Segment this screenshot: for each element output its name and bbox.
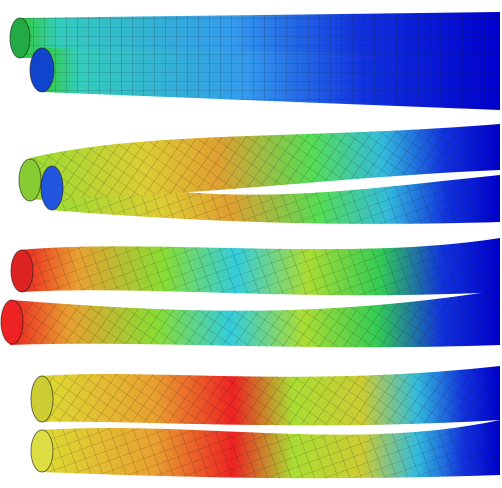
tube-pair-twist-2	[0, 238, 500, 348]
tube-end	[9, 17, 31, 59]
mesh	[40, 366, 500, 426]
tube-end	[30, 375, 54, 423]
tube-end	[30, 429, 54, 473]
mesh	[42, 48, 500, 110]
tube-end	[40, 165, 64, 211]
tube-end	[0, 299, 24, 345]
mesh	[20, 12, 500, 58]
tube-pair-twist-1	[18, 124, 500, 224]
tube-end	[29, 47, 55, 93]
tube-pair-twist-3	[30, 366, 500, 479]
mesh	[30, 124, 500, 200]
tube-end	[10, 249, 34, 293]
mesh	[40, 420, 500, 479]
mesh	[10, 290, 500, 348]
tube-end	[18, 158, 42, 202]
mesh	[20, 238, 500, 296]
tube-pair-straight	[9, 12, 500, 110]
mesh	[50, 165, 500, 224]
